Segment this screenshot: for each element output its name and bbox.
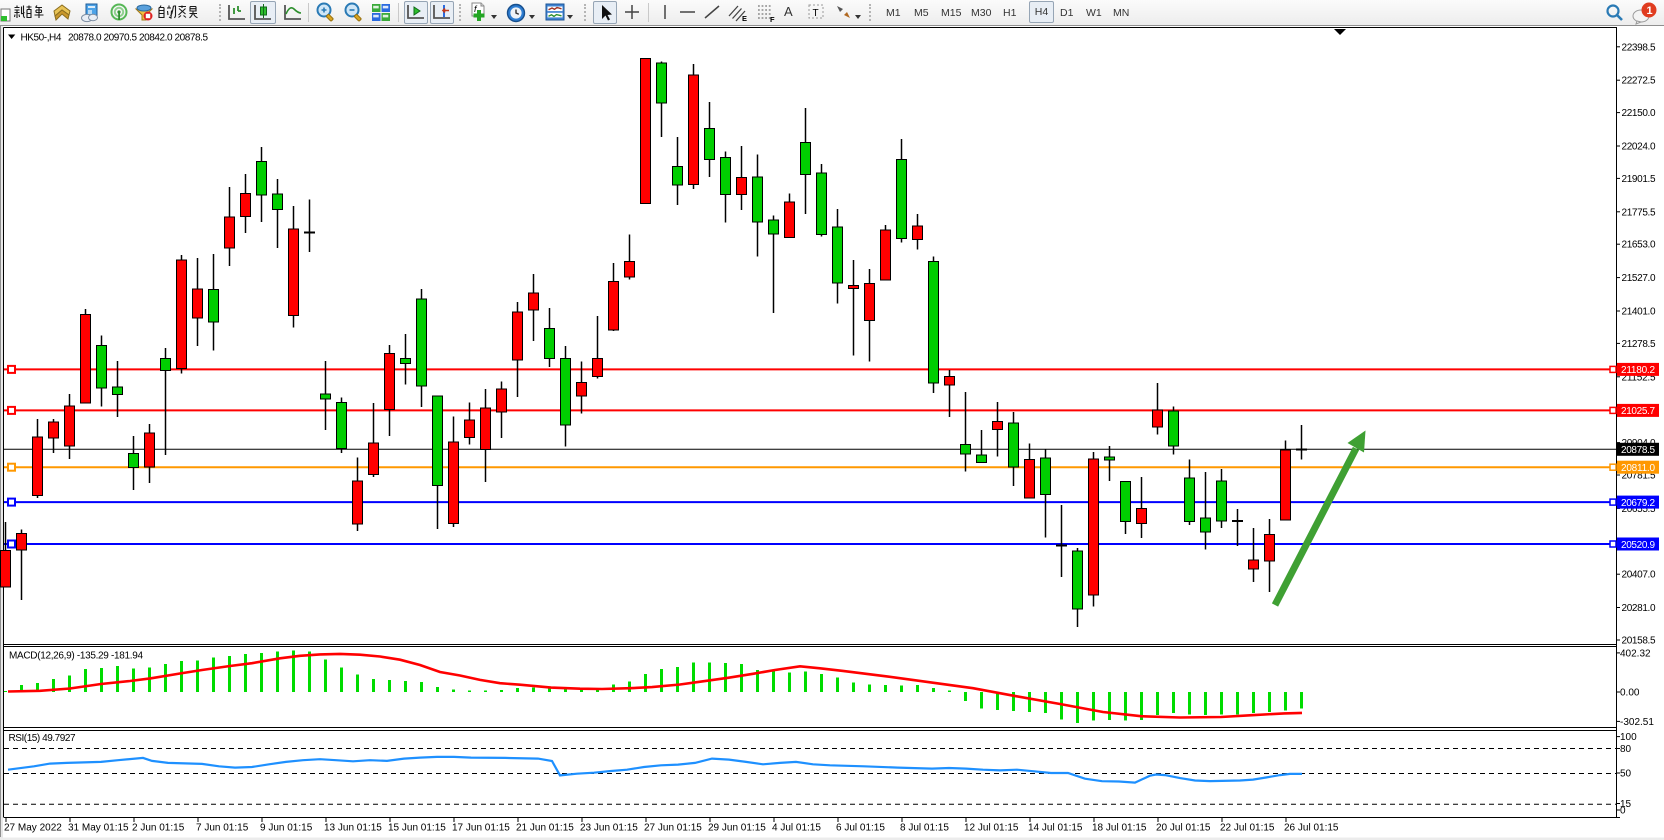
svg-text:20811.0: 20811.0 <box>1621 463 1655 474</box>
svg-text:21 Jun 01:15: 21 Jun 01:15 <box>516 823 574 834</box>
svg-text:50: 50 <box>1620 769 1632 780</box>
svg-text:21152.5: 21152.5 <box>1622 372 1656 383</box>
svg-text:MACD(12,26,9) -135.29 -181.94: MACD(12,26,9) -135.29 -181.94 <box>9 651 143 662</box>
svg-text:26 Jul 01:15: 26 Jul 01:15 <box>1284 823 1339 834</box>
svg-text:20878.5: 20878.5 <box>1621 445 1655 456</box>
svg-text:20281.0: 20281.0 <box>1622 603 1656 614</box>
svg-text:22 Jul 01:15: 22 Jul 01:15 <box>1220 823 1275 834</box>
svg-text:21653.0: 21653.0 <box>1622 240 1656 251</box>
svg-text:21527.0: 21527.0 <box>1622 273 1656 284</box>
svg-text:22150.0: 22150.0 <box>1622 108 1656 119</box>
svg-text:31 May 01:15: 31 May 01:15 <box>68 823 129 834</box>
svg-text:4 Jul 01:15: 4 Jul 01:15 <box>772 823 821 834</box>
svg-text:14 Jul 01:15: 14 Jul 01:15 <box>1028 823 1083 834</box>
svg-text:80: 80 <box>1620 744 1632 755</box>
svg-text:21278.5: 21278.5 <box>1622 339 1656 350</box>
svg-text:9 Jun 01:15: 9 Jun 01:15 <box>260 823 313 834</box>
svg-text:17 Jun 01:15: 17 Jun 01:15 <box>452 823 510 834</box>
svg-text:20158.5: 20158.5 <box>1622 636 1656 647</box>
svg-text:21401.0: 21401.0 <box>1622 307 1656 318</box>
svg-text:0.00: 0.00 <box>1620 688 1640 699</box>
svg-text:2 Jun 01:15: 2 Jun 01:15 <box>132 823 185 834</box>
svg-text:21180.2: 21180.2 <box>1621 365 1655 376</box>
svg-text:15: 15 <box>1620 799 1632 810</box>
svg-text:1: 1 <box>1647 5 1653 17</box>
svg-text:6 Jul 01:15: 6 Jul 01:15 <box>836 823 885 834</box>
svg-text:HK50-,H4 20878.0 20970.5 208: HK50-,H4 20878.0 20970.5 20842.0 20878.5 <box>21 33 209 44</box>
svg-text:21775.5: 21775.5 <box>1622 207 1656 218</box>
svg-text:12 Jul 01:15: 12 Jul 01:15 <box>964 823 1019 834</box>
svg-text:15 Jun 01:15: 15 Jun 01:15 <box>388 823 446 834</box>
svg-text:7 Jun 01:15: 7 Jun 01:15 <box>196 823 249 834</box>
svg-text:T: T <box>813 8 819 19</box>
svg-text:-302.51: -302.51 <box>1620 717 1654 728</box>
svg-text:100: 100 <box>1620 732 1637 743</box>
svg-text:22024.0: 22024.0 <box>1622 142 1656 153</box>
svg-text:E: E <box>742 14 747 23</box>
svg-text:20781.5: 20781.5 <box>1622 471 1656 482</box>
svg-text:21025.7: 21025.7 <box>1621 406 1655 417</box>
svg-text:0: 0 <box>1620 806 1626 817</box>
svg-text:20655.5: 20655.5 <box>1622 504 1656 515</box>
svg-text:F: F <box>770 15 775 23</box>
svg-text:402.32: 402.32 <box>1620 648 1651 659</box>
svg-text:13 Jun 01:15: 13 Jun 01:15 <box>324 823 382 834</box>
svg-text:27 May 2022: 27 May 2022 <box>4 823 62 834</box>
svg-text:27 Jun 01:15: 27 Jun 01:15 <box>644 823 702 834</box>
svg-text:f: f <box>474 4 478 14</box>
svg-text:20520.9: 20520.9 <box>1621 540 1655 551</box>
svg-text:20 Jul 01:15: 20 Jul 01:15 <box>1156 823 1211 834</box>
svg-text:RSI(15) 49.7927: RSI(15) 49.7927 <box>9 733 76 744</box>
svg-text:18 Jul 01:15: 18 Jul 01:15 <box>1092 823 1147 834</box>
svg-text:23 Jun 01:15: 23 Jun 01:15 <box>580 823 638 834</box>
svg-text:22398.5: 22398.5 <box>1622 42 1656 53</box>
svg-text:29 Jun 01:15: 29 Jun 01:15 <box>708 823 766 834</box>
svg-text:20679.2: 20679.2 <box>1621 498 1655 509</box>
svg-text:8 Jul 01:15: 8 Jul 01:15 <box>900 823 949 834</box>
svg-text:20407.0: 20407.0 <box>1622 570 1656 581</box>
svg-text:21901.5: 21901.5 <box>1622 174 1656 185</box>
svg-text:22272.5: 22272.5 <box>1622 76 1656 87</box>
